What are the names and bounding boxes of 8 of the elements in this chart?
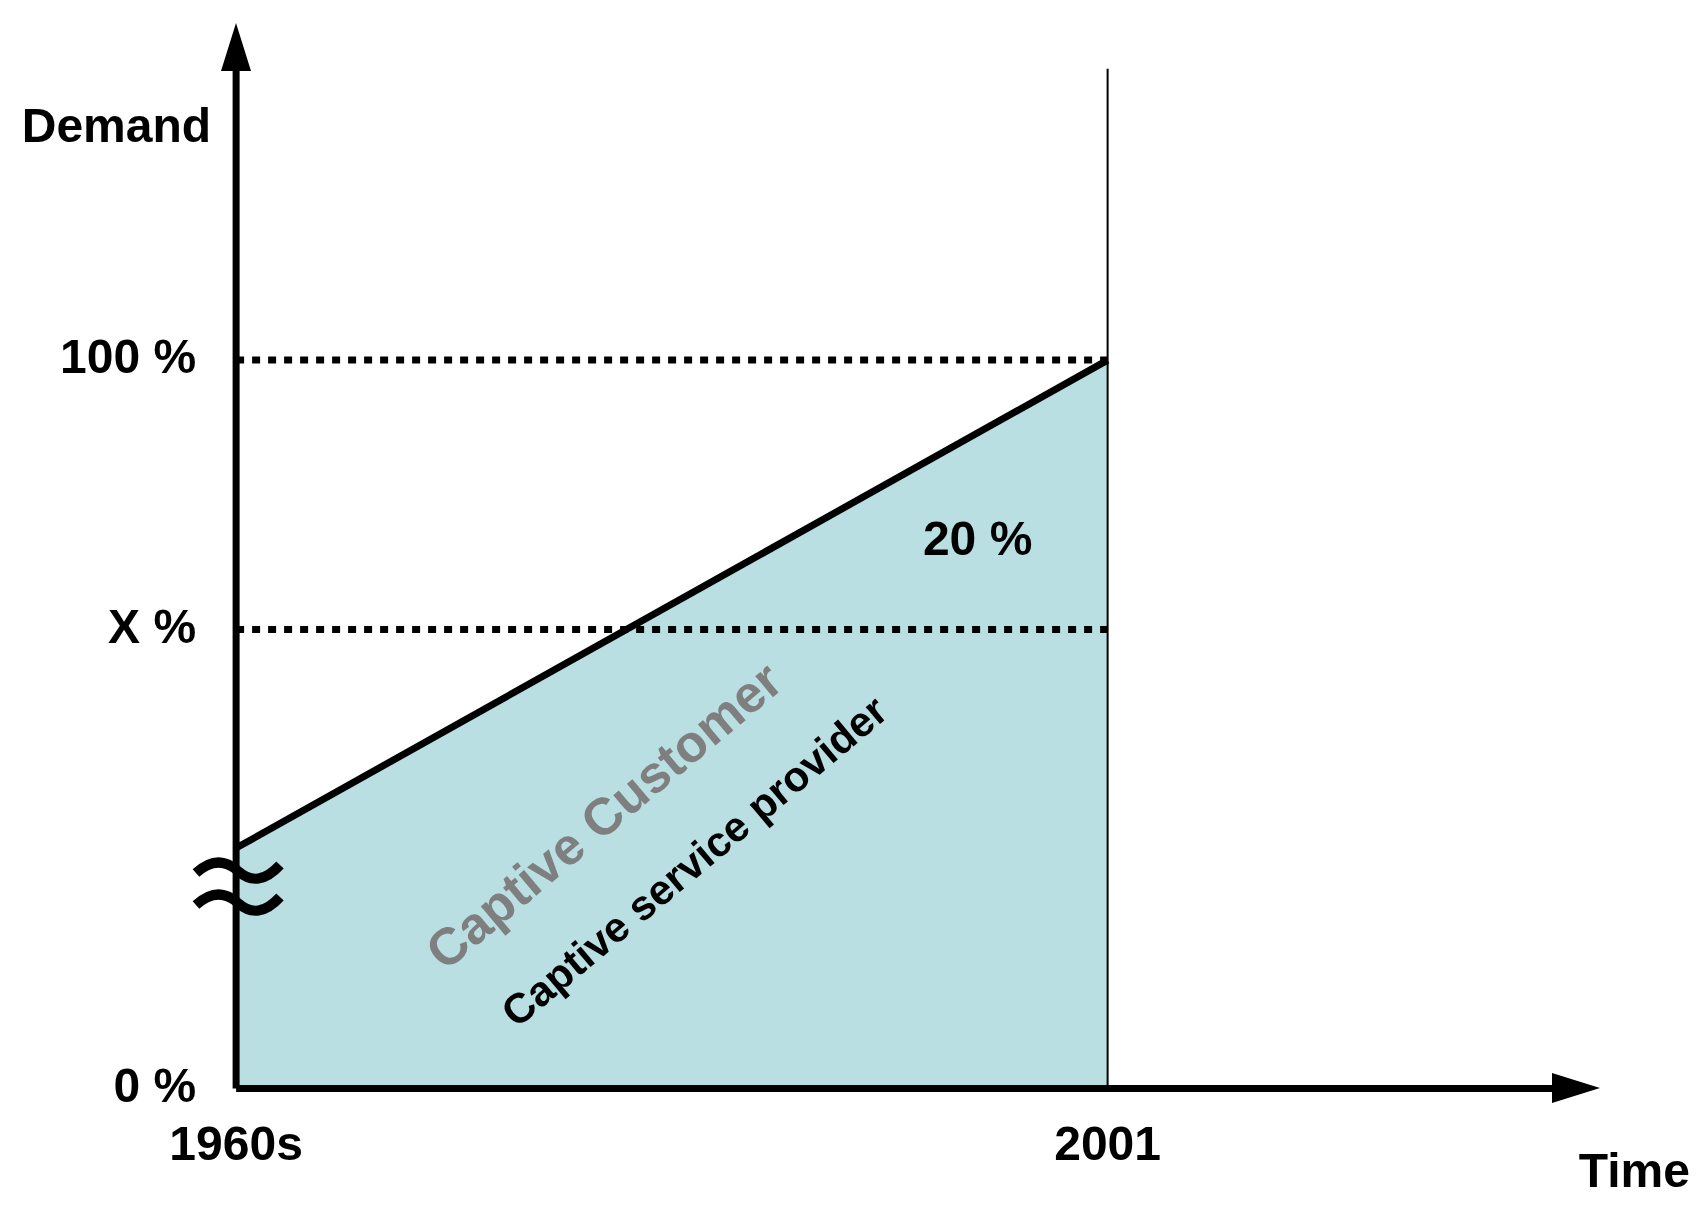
- y-tick-label: X %: [108, 599, 197, 653]
- x-tick-label: 2001: [1054, 1117, 1162, 1171]
- y-tick-label: 0 %: [113, 1058, 197, 1112]
- x-axis-title: Time: [1578, 1143, 1690, 1197]
- y-axis-title: Demand: [21, 99, 212, 153]
- annotation: 20 %: [922, 512, 1033, 566]
- x-tick-label: 1960s: [169, 1117, 303, 1171]
- y-tick-label: 100 %: [59, 330, 197, 384]
